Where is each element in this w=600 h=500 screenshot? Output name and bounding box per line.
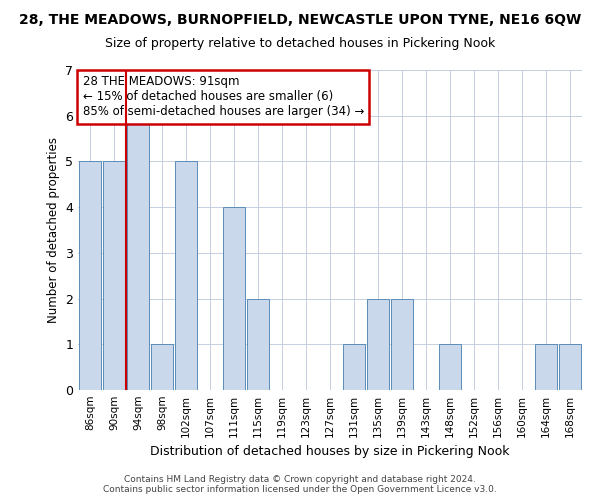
- Text: 28 THE MEADOWS: 91sqm
← 15% of detached houses are smaller (6)
85% of semi-detac: 28 THE MEADOWS: 91sqm ← 15% of detached …: [83, 76, 364, 118]
- Bar: [535, 344, 557, 390]
- Text: 28, THE MEADOWS, BURNOPFIELD, NEWCASTLE UPON TYNE, NE16 6QW: 28, THE MEADOWS, BURNOPFIELD, NEWCASTLE …: [19, 12, 581, 26]
- Bar: [103, 162, 125, 390]
- Bar: [79, 162, 101, 390]
- Bar: [367, 298, 389, 390]
- Bar: [223, 207, 245, 390]
- Y-axis label: Number of detached properties: Number of detached properties: [47, 137, 59, 323]
- Text: Contains HM Land Registry data © Crown copyright and database right 2024.: Contains HM Land Registry data © Crown c…: [124, 475, 476, 484]
- Bar: [559, 344, 581, 390]
- X-axis label: Distribution of detached houses by size in Pickering Nook: Distribution of detached houses by size …: [150, 446, 510, 458]
- Text: Contains public sector information licensed under the Open Government Licence v3: Contains public sector information licen…: [103, 485, 497, 494]
- Bar: [247, 298, 269, 390]
- Bar: [151, 344, 173, 390]
- Text: Size of property relative to detached houses in Pickering Nook: Size of property relative to detached ho…: [105, 38, 495, 51]
- Bar: [391, 298, 413, 390]
- Bar: [439, 344, 461, 390]
- Bar: [127, 116, 149, 390]
- Bar: [343, 344, 365, 390]
- Bar: [175, 162, 197, 390]
